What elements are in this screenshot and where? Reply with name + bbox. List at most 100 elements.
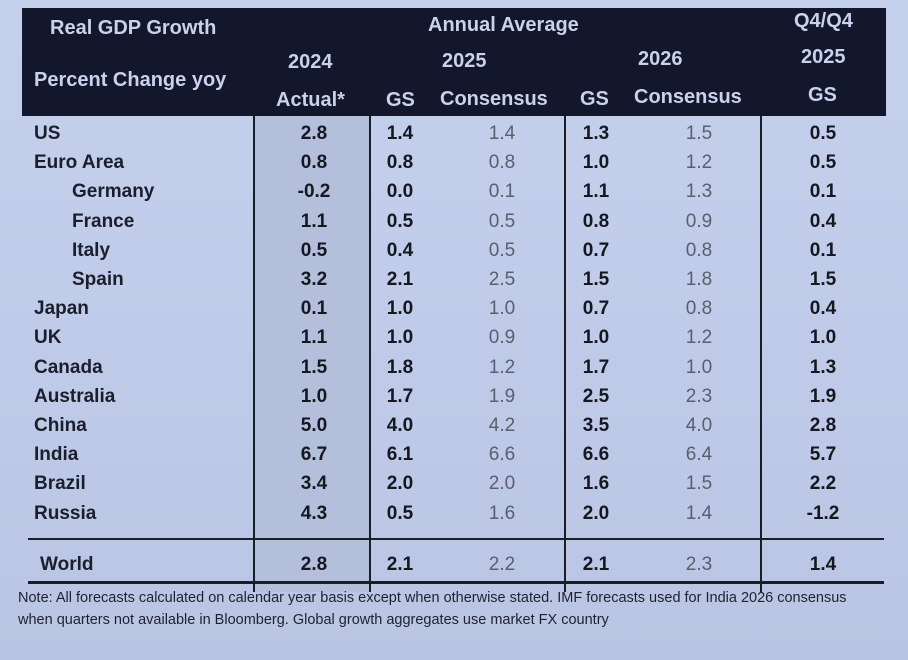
row-label: France (72, 210, 135, 232)
cell-gs-2025: 2.1 (386, 554, 414, 575)
cell-consensus-2025: 2.2 (488, 554, 516, 575)
cell-q4-gs-2025: 0.5 (809, 152, 837, 174)
cell-consensus-2026: 2.3 (685, 554, 713, 575)
cell-q4-gs-2025: 0.1 (809, 181, 837, 203)
year-2026-label: 2026 (638, 48, 683, 70)
cell-actual-2024: 3.4 (300, 473, 328, 495)
cell-q4-gs-2025: 1.4 (809, 554, 837, 575)
cell-gs-2026: 1.6 (582, 473, 610, 495)
cell-consensus-2025: 2.0 (488, 473, 516, 495)
cell-actual-2024: 4.3 (300, 502, 328, 524)
world-divider (28, 538, 884, 540)
col-q4-gs-header: GS (808, 84, 837, 106)
cell-consensus-2025: 0.8 (488, 152, 516, 174)
divider-actual-right (369, 116, 371, 592)
cell-consensus-2025: 1.6 (488, 502, 516, 524)
cell-consensus-2026: 0.9 (685, 210, 713, 232)
table-row: UK 1.1 1.0 0.9 1.0 1.2 1.0 (22, 324, 888, 353)
cell-gs-2025: 1.0 (386, 327, 414, 349)
annual-average-label: Annual Average (428, 14, 579, 36)
cell-actual-2024: 3.2 (300, 269, 328, 290)
table-row: Spain 3.2 2.1 2.5 1.5 1.8 1.5 (22, 266, 888, 295)
cell-actual-2024: 0.8 (300, 152, 328, 174)
table-bottom-rule (28, 581, 884, 584)
row-label: India (34, 444, 79, 466)
table-row: India 6.7 6.1 6.6 6.6 6.4 5.7 (22, 441, 888, 470)
cell-consensus-2026: 2.3 (685, 385, 713, 407)
cell-consensus-2026: 4.0 (685, 415, 713, 436)
cell-consensus-2026: 1.3 (685, 181, 713, 203)
cell-gs-2025: 6.1 (386, 444, 414, 466)
cell-consensus-2025: 0.1 (488, 181, 516, 203)
cell-gs-2025: 2.0 (386, 473, 414, 495)
cell-q4-gs-2025: 2.2 (809, 473, 837, 495)
cell-gs-2025: 0.8 (386, 152, 414, 174)
cell-actual-2024: 1.1 (300, 327, 328, 349)
year-2024-label: 2024 (288, 51, 333, 73)
cell-gs-2025: 0.4 (386, 239, 414, 261)
cell-consensus-2025: 4.2 (488, 415, 516, 436)
row-label: Italy (72, 239, 111, 261)
cell-consensus-2026: 6.4 (685, 444, 713, 466)
year-2025-label: 2025 (442, 50, 487, 72)
row-label: US (34, 123, 61, 144)
cell-gs-2025: 0.0 (386, 181, 414, 203)
row-label: UK (34, 327, 62, 349)
row-label: Japan (34, 298, 89, 320)
cell-q4-gs-2025: 5.7 (809, 444, 837, 466)
cell-q4-gs-2025: 0.5 (809, 123, 837, 144)
cell-gs-2026: 1.7 (582, 356, 610, 378)
table-row: Euro Area 0.8 0.8 0.8 1.0 1.2 0.5 (22, 149, 888, 178)
table-row-world: World 2.8 2.1 2.2 2.1 2.3 1.4 (22, 551, 888, 580)
cell-actual-2024: 1.5 (300, 356, 328, 378)
cell-q4-gs-2025: 2.8 (809, 415, 837, 436)
col-actual-header: Actual* (276, 89, 345, 111)
cell-gs-2026: 2.5 (582, 385, 610, 407)
cell-q4-gs-2025: 0.4 (809, 210, 837, 232)
row-label: Australia (34, 385, 116, 407)
cell-consensus-2026: 1.5 (685, 123, 713, 144)
table-row: US 2.8 1.4 1.4 1.3 1.5 0.5 (22, 120, 888, 149)
cell-gs-2025: 4.0 (386, 415, 414, 436)
row-label: Germany (72, 181, 155, 203)
cell-q4-gs-2025: 0.4 (809, 298, 837, 320)
cell-actual-2024: 0.1 (300, 298, 328, 320)
cell-consensus-2026: 1.2 (685, 327, 713, 349)
row-label: China (34, 415, 87, 436)
cell-gs-2026: 0.8 (582, 210, 610, 232)
table-row: Canada 1.5 1.8 1.2 1.7 1.0 1.3 (22, 354, 888, 383)
cell-gs-2026: 1.0 (582, 152, 610, 174)
cell-consensus-2025: 0.5 (488, 210, 516, 232)
row-label: Euro Area (34, 152, 125, 174)
divider-2026-q4 (760, 116, 762, 592)
cell-gs-2026: 1.0 (582, 327, 610, 349)
cell-consensus-2025: 1.4 (488, 123, 516, 144)
divider-2025-2026 (564, 116, 566, 592)
cell-actual-2024: -0.2 (297, 181, 331, 203)
table-row: Brazil 3.4 2.0 2.0 1.6 1.5 2.2 (22, 470, 888, 499)
cell-gs-2026: 6.6 (582, 444, 610, 466)
cell-gs-2026: 0.7 (582, 239, 610, 261)
row-label: Spain (72, 269, 124, 290)
cell-consensus-2026: 1.0 (685, 356, 713, 378)
q4-year-2025-label: 2025 (801, 46, 846, 68)
cell-consensus-2026: 0.8 (685, 298, 713, 320)
divider-actual-left (253, 116, 255, 592)
cell-gs-2025: 0.5 (386, 210, 414, 232)
cell-consensus-2025: 1.9 (488, 385, 516, 407)
cell-consensus-2025: 1.0 (488, 298, 516, 320)
cell-actual-2024: 2.8 (300, 123, 328, 144)
cell-actual-2024: 1.1 (300, 210, 328, 232)
cell-actual-2024: 6.7 (300, 444, 328, 466)
row-label: World (40, 554, 94, 575)
cell-gs-2025: 1.0 (386, 298, 414, 320)
row-label: Russia (34, 502, 97, 524)
table-row: Australia 1.0 1.7 1.9 2.5 2.3 1.9 (22, 383, 888, 412)
cell-consensus-2025: 1.2 (488, 356, 516, 378)
cell-gs-2026: 1.3 (582, 123, 610, 144)
cell-gs-2026: 3.5 (582, 415, 610, 436)
cell-gs-2025: 0.5 (386, 502, 414, 524)
cell-q4-gs-2025: 1.5 (809, 269, 837, 290)
cell-actual-2024: 2.8 (300, 554, 328, 575)
row-label: Canada (34, 356, 103, 378)
